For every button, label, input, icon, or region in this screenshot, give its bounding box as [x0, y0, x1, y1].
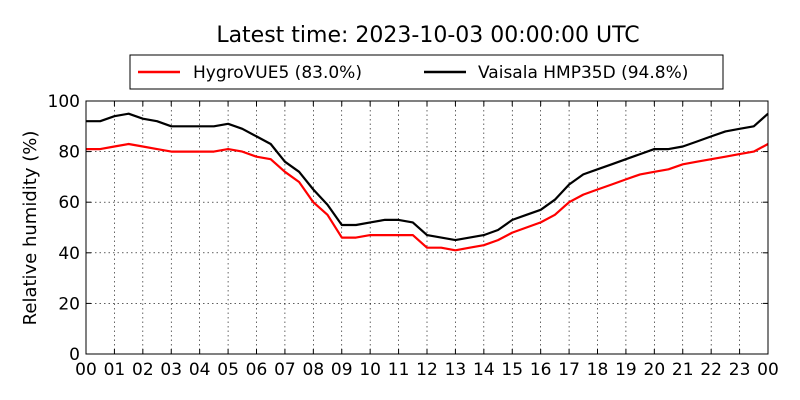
chart-title: Latest time: 2023-10-03 00:00:00 UTC [216, 23, 639, 48]
x-tick-label: 06 [246, 360, 268, 380]
x-tick-label: 21 [672, 360, 694, 380]
x-tick-label: 17 [558, 360, 580, 380]
y-tick-label: 60 [58, 193, 80, 213]
x-tick-label: 09 [331, 360, 353, 380]
gridlines [86, 101, 768, 354]
legend-label-vaisala: Vaisala HMP35D (94.8%) [478, 63, 688, 83]
x-tick-label: 08 [303, 360, 325, 380]
y-axis-label: Relative humidity (%) [20, 131, 41, 326]
x-tick-label: 05 [217, 360, 239, 380]
x-tick-label: 16 [530, 360, 552, 380]
x-tick-label: 00 [757, 360, 779, 380]
legend-label-hygrovue5: HygroVUE5 (83.0%) [193, 63, 362, 83]
y-tick-label: 100 [48, 92, 80, 112]
x-tick-label: 12 [416, 360, 438, 380]
plot-frame [85, 100, 769, 355]
series-layer [86, 112, 769, 252]
x-tick-label: 07 [274, 360, 296, 380]
x-tick-label: 11 [388, 360, 410, 380]
y-tick-label: 0 [69, 345, 80, 365]
x-tick-label: 01 [104, 360, 126, 380]
legend: HygroVUE5 (83.0%) Vaisala HMP35D (94.8%) [129, 54, 724, 90]
x-tick-label: 15 [501, 360, 523, 380]
x-tick-label: 14 [473, 360, 495, 380]
x-tick-label: 22 [700, 360, 722, 380]
x-tick-label: 20 [644, 360, 666, 380]
y-tick-label: 80 [58, 143, 80, 163]
series-line-vaisala [86, 112, 769, 242]
y-tick-label: 40 [58, 244, 80, 264]
x-tick-label: 10 [359, 360, 381, 380]
x-tick-label: 19 [615, 360, 637, 380]
series-line-hygrovue5 [86, 142, 769, 252]
x-tick-label: 02 [132, 360, 154, 380]
x-tick-label: 18 [587, 360, 609, 380]
x-tick-label: 13 [445, 360, 467, 380]
y-tick-label: 20 [58, 294, 80, 314]
x-tick-label: 03 [160, 360, 182, 380]
x-tick-label: 00 [75, 360, 97, 380]
x-tick-label: 23 [729, 360, 751, 380]
x-tick-label: 04 [189, 360, 211, 380]
axis-ticks: 00 01 02 03 04 05 06 07 08 09 10 11 12 13 14 15 16 17 18 19… [48, 92, 779, 380]
